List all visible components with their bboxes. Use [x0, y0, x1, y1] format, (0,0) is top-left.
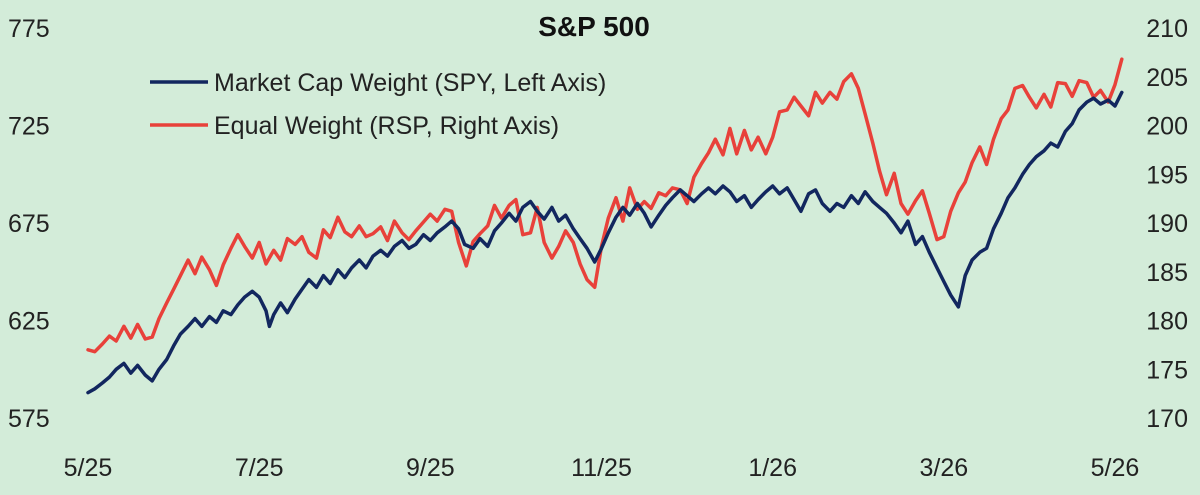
legend-label-rsp: Equal Weight (RSP, Right Axis)	[214, 112, 559, 140]
y-axis-right: 170 175 180 185 190 195 200 205 210	[1146, 15, 1188, 433]
y-right-tick-label: 175	[1146, 356, 1188, 384]
y-right-tick-label: 210	[1146, 15, 1188, 43]
y-left-tick-label: 625	[8, 308, 50, 336]
y-right-tick-label: 195	[1146, 161, 1188, 189]
series-layer	[86, 57, 1124, 395]
y-axis-left: 575 625 675 725 775	[8, 15, 50, 433]
x-tick-label: 11/25	[571, 454, 632, 482]
chart-title: S&P 500	[538, 11, 650, 42]
x-axis: 5/25 7/25 9/25 11/25 1/26 3/26 5/26	[64, 454, 1140, 482]
x-tick-label: 7/25	[235, 454, 284, 482]
y-right-tick-label: 190	[1146, 210, 1188, 238]
legend-label-spy: Market Cap Weight (SPY, Left Axis)	[214, 69, 606, 97]
legend: Market Cap Weight (SPY, Left Axis) Equal…	[150, 69, 606, 140]
y-right-tick-label: 170	[1146, 405, 1188, 433]
x-tick-label: 9/25	[406, 454, 455, 482]
y-left-tick-label: 725	[8, 113, 50, 141]
y-right-tick-label: 180	[1146, 308, 1188, 336]
y-left-tick-label: 775	[8, 15, 50, 43]
x-tick-label: 1/26	[748, 454, 797, 482]
y-left-tick-label: 675	[8, 210, 50, 238]
x-tick-label: 5/25	[64, 454, 113, 482]
x-tick-label: 5/26	[1091, 454, 1140, 482]
series-line-spy	[86, 90, 1124, 395]
series-line-rsp	[86, 57, 1124, 354]
x-tick-label: 3/26	[919, 454, 968, 482]
y-right-tick-label: 205	[1146, 64, 1188, 92]
y-left-tick-label: 575	[8, 405, 50, 433]
y-right-tick-label: 200	[1146, 113, 1188, 141]
y-right-tick-label: 185	[1146, 259, 1188, 287]
